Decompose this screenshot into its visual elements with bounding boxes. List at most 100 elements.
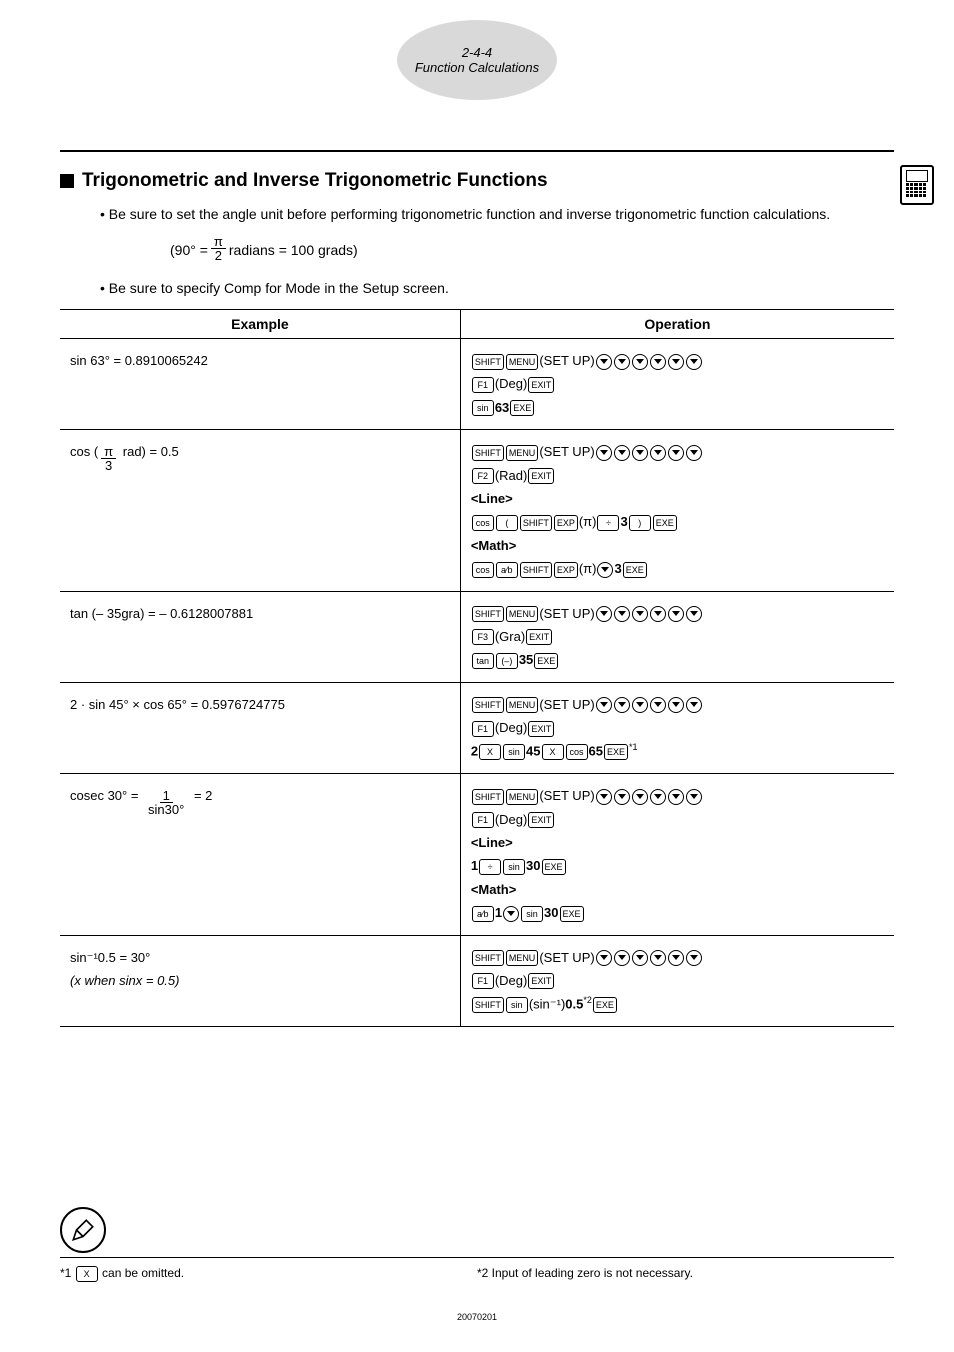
key-sin: sin: [521, 906, 543, 922]
val: 1: [471, 858, 478, 873]
ex-post: rad) = 0.5: [119, 444, 179, 459]
down-icon: [614, 950, 630, 966]
example-cell: cos (π3 rad) = 0.5: [60, 430, 460, 591]
page: 2-4-4 Function Calculations Trigonometri…: [0, 0, 954, 1352]
key-exit: EXIT: [528, 812, 554, 828]
key-menu: MENU: [506, 445, 539, 461]
key-x: X: [76, 1266, 98, 1282]
key-x: X: [542, 744, 564, 760]
down-icon: [596, 789, 612, 805]
page-number: 2-4-4: [462, 45, 492, 60]
down-icon: [632, 697, 648, 713]
intro-1: Be sure to set the angle unit before per…: [100, 204, 894, 225]
key-shift: SHIFT: [472, 354, 504, 370]
pi-label: (π): [579, 514, 597, 529]
down-icon: [650, 697, 666, 713]
footnote-ref: *1: [629, 742, 638, 752]
ex-post: = 2: [190, 788, 212, 803]
deg-label: (Deg): [495, 812, 528, 827]
table-row: sin 63° = 0.8910065242 SHIFTMENU(SET UP)…: [60, 339, 894, 430]
down-icon: [597, 562, 613, 578]
down-icon: [632, 789, 648, 805]
key-exit: EXIT: [528, 973, 554, 989]
down-icon: [503, 906, 519, 922]
down-icon: [596, 445, 612, 461]
numerator: 1: [160, 789, 173, 803]
table-row: sin⁻¹0.5 = 30° (x when sinx = 0.5) SHIFT…: [60, 935, 894, 1027]
key-exit: EXIT: [528, 468, 554, 484]
val: 2: [471, 744, 478, 759]
fraction: 1sin30°: [145, 789, 187, 818]
operation-cell: SHIFTMENU(SET UP) F1(Deg)EXIT 2Xsin45Xco…: [460, 682, 894, 774]
val: 1: [495, 905, 502, 920]
formula-prefix: (90° =: [170, 242, 208, 258]
down-icon: [614, 789, 630, 805]
example-cell: sin⁻¹0.5 = 30° (x when sinx = 0.5): [60, 935, 460, 1027]
operation-cell: SHIFTMENU(SET UP) F1(Deg)EXIT <Line> 1÷s…: [460, 774, 894, 935]
down-icon: [650, 789, 666, 805]
sininv-label: (sin⁻¹): [529, 997, 565, 1012]
down-icon: [668, 697, 684, 713]
denominator: sin30°: [145, 803, 187, 818]
key-exit: EXIT: [528, 377, 554, 393]
key-shift: SHIFT: [520, 562, 552, 578]
example-cell: sin 63° = 0.8910065242: [60, 339, 460, 430]
down-icon: [614, 697, 630, 713]
footnote-1: *1 X can be omitted.: [60, 1266, 477, 1282]
table-row: cos (π3 rad) = 0.5 SHIFTMENU(SET UP) F2(…: [60, 430, 894, 591]
numerator: π: [101, 445, 116, 459]
key-exe: EXE: [542, 859, 566, 875]
key-exit: EXIT: [526, 629, 552, 645]
down-icon: [632, 950, 648, 966]
math-label: <Math>: [471, 538, 517, 553]
key-div: ÷: [597, 515, 619, 531]
square-bullet-icon: [60, 174, 74, 188]
val: 3: [620, 514, 627, 529]
th-operation: Operation: [460, 310, 894, 339]
down-icon: [686, 606, 702, 622]
down-icon: [596, 950, 612, 966]
down-icon: [650, 950, 666, 966]
key-rparen: ): [629, 515, 651, 531]
setup-label: (SET UP): [539, 950, 594, 965]
setup-label: (SET UP): [539, 606, 594, 621]
val: 45: [526, 744, 540, 759]
key-f1: F1: [472, 812, 494, 828]
down-icon: [614, 354, 630, 370]
key-exp: EXP: [554, 515, 578, 531]
down-icon: [650, 606, 666, 622]
key-exe: EXE: [560, 906, 584, 922]
down-icon: [650, 445, 666, 461]
val: 30: [526, 858, 540, 873]
ex-line1: sin⁻¹0.5 = 30°: [70, 950, 150, 965]
key-shift: SHIFT: [472, 789, 504, 805]
formula: (90° = π 2 radians = 100 grads): [170, 235, 894, 264]
content: Trigonometric and Inverse Trigonometric …: [60, 150, 894, 1027]
key-shift: SHIFT: [472, 950, 504, 966]
down-icon: [686, 789, 702, 805]
table-row: cosec 30° = 1sin30° = 2 SHIFTMENU(SET UP…: [60, 774, 894, 935]
key-neg: (–): [496, 653, 518, 669]
key-menu: MENU: [506, 789, 539, 805]
down-icon: [632, 606, 648, 622]
footnote-2: *2 Input of leading zero is not necessar…: [477, 1266, 894, 1282]
deg-label: (Deg): [495, 973, 528, 988]
key-cos: cos: [566, 744, 588, 760]
key-exit: EXIT: [528, 721, 554, 737]
key-f1: F1: [472, 721, 494, 737]
down-icon: [686, 697, 702, 713]
val: 30: [544, 905, 558, 920]
gra-label: (Gra): [495, 629, 525, 644]
down-icon: [686, 445, 702, 461]
line-label: <Line>: [471, 835, 513, 850]
key-menu: MENU: [506, 606, 539, 622]
key-sin: sin: [503, 859, 525, 875]
val: 35: [519, 652, 533, 667]
key-sin: sin: [472, 400, 494, 416]
fn1-pre: *1: [60, 1266, 75, 1280]
example-table: Example Operation sin 63° = 0.8910065242…: [60, 309, 894, 1027]
header-badge: 2-4-4 Function Calculations: [397, 20, 557, 100]
table-header-row: Example Operation: [60, 310, 894, 339]
title-text: Trigonometric and Inverse Trigonometric …: [82, 170, 548, 192]
down-icon: [632, 354, 648, 370]
